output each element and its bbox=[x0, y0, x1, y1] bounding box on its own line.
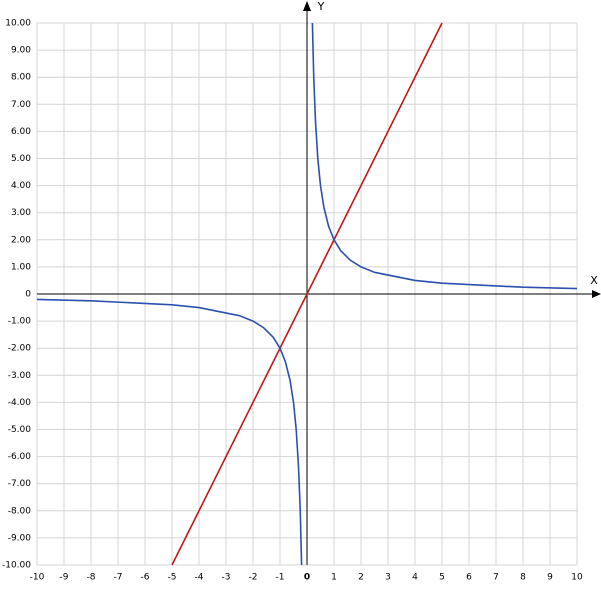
x-tick-label: -4 bbox=[195, 573, 204, 583]
x-tick-label: 6 bbox=[466, 573, 472, 583]
x-tick-label: 3 bbox=[385, 573, 391, 583]
y-tick-label: 7.00 bbox=[11, 100, 31, 110]
y-tick-label: -10.00 bbox=[2, 561, 31, 571]
y-tick-label: 8.00 bbox=[11, 73, 31, 83]
line bbox=[311, 22, 578, 290]
y-tick-label: -6.00 bbox=[8, 452, 32, 462]
x-tick-label: -1 bbox=[276, 573, 285, 583]
y-tick-label: 0 bbox=[25, 290, 31, 300]
x-tick-label: -8 bbox=[87, 573, 96, 583]
x-axis-label: X bbox=[590, 274, 598, 287]
x-tick-label: -5 bbox=[168, 573, 177, 583]
y-tick-label: 4.00 bbox=[11, 181, 31, 191]
y-tick-label: 10.00 bbox=[5, 19, 31, 29]
y-tick-label: -9.00 bbox=[8, 533, 32, 543]
x-tick-label: 9 bbox=[547, 573, 553, 583]
x-tick-label: -6 bbox=[141, 573, 150, 583]
y-tick-label: -5.00 bbox=[8, 425, 32, 435]
y-tick-label: -2.00 bbox=[8, 344, 32, 354]
x-tick-label: 0 bbox=[304, 573, 310, 583]
line bbox=[36, 298, 303, 566]
x-tick-label: 8 bbox=[520, 573, 526, 583]
y-tick-label: -3.00 bbox=[8, 371, 32, 381]
y-tick-label: -4.00 bbox=[8, 398, 32, 408]
y-tick-label: 9.00 bbox=[11, 46, 31, 56]
x-tick-label: -9 bbox=[60, 573, 69, 583]
y-axis-arrow bbox=[303, 1, 311, 11]
axes bbox=[37, 1, 601, 565]
y-tick-label: 3.00 bbox=[11, 208, 31, 218]
line bbox=[171, 22, 443, 566]
x-tick-label: -2 bbox=[249, 573, 258, 583]
x-tick-label: 1 bbox=[331, 573, 337, 583]
x-tick-label: -3 bbox=[222, 573, 231, 583]
y-tick-label: 2.00 bbox=[11, 235, 31, 245]
y-tick-label: -8.00 bbox=[8, 506, 32, 516]
x-tick-label: 4 bbox=[412, 573, 418, 583]
y-tick-label: -7.00 bbox=[8, 479, 32, 489]
x-axis-arrow bbox=[592, 290, 601, 298]
y-tick-label: -1.00 bbox=[8, 317, 32, 327]
x-tick-label: 5 bbox=[439, 573, 445, 583]
x-tick-label: 10 bbox=[571, 573, 583, 583]
y-tick-label: 1.00 bbox=[11, 262, 31, 272]
x-tick-label: 7 bbox=[493, 573, 499, 583]
x-tick-label: 2 bbox=[358, 573, 364, 583]
x-tick-label: -10 bbox=[30, 573, 45, 583]
y-axis-label: Y bbox=[317, 0, 325, 13]
y-tick-label: 6.00 bbox=[11, 127, 31, 137]
x-tick-label: -7 bbox=[114, 573, 123, 583]
y-tick-label: 5.00 bbox=[11, 154, 31, 164]
